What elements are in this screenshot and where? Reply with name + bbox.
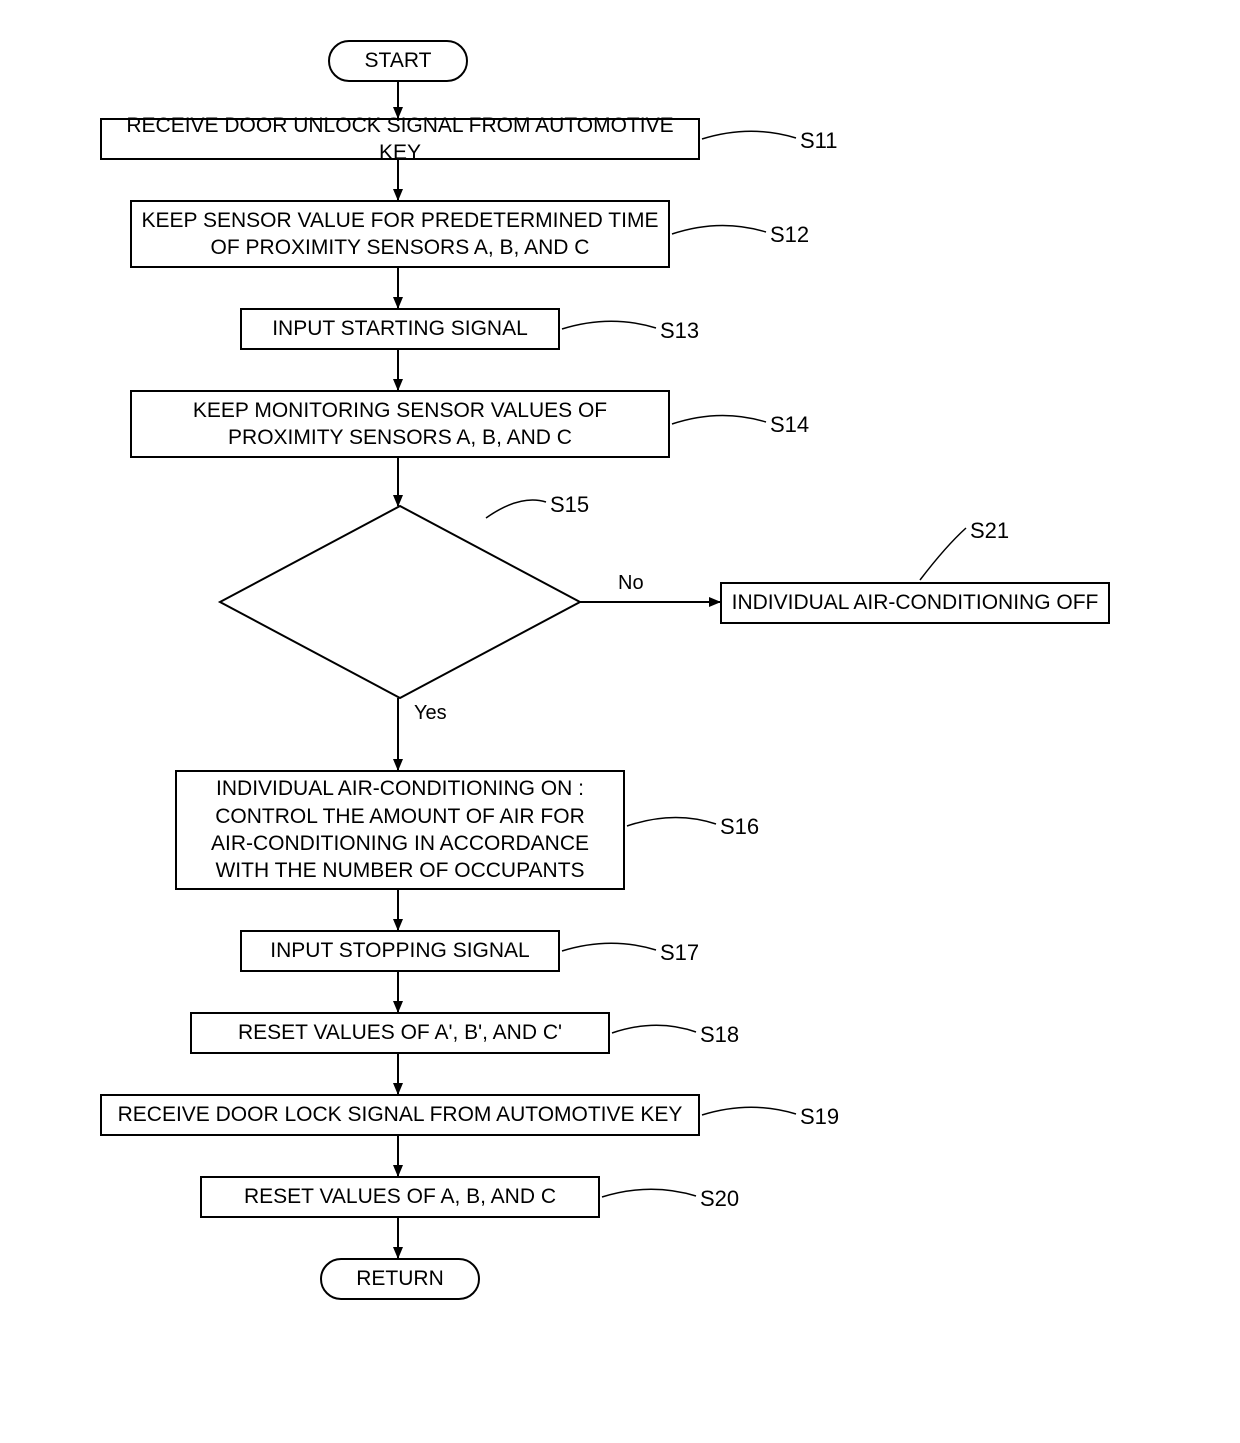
node-s13-text: INPUT STARTING SIGNAL xyxy=(272,315,528,342)
node-s20: RESET VALUES OF A, B, AND C xyxy=(200,1176,600,1218)
node-s11: RECEIVE DOOR UNLOCK SIGNAL FROM AUTOMOTI… xyxy=(100,118,700,160)
label-s11: S11 xyxy=(800,128,838,154)
node-s18-text: RESET VALUES OF A', B', AND C' xyxy=(238,1019,562,1046)
label-s13: S13 xyxy=(660,318,699,344)
node-s19-text: RECEIVE DOOR LOCK SIGNAL FROM AUTOMOTIVE… xyxy=(118,1101,683,1128)
node-s17-text: INPUT STOPPING SIGNAL xyxy=(270,937,529,964)
edge-label-no: No xyxy=(618,572,644,595)
node-s18: RESET VALUES OF A', B', AND C' xyxy=(190,1012,610,1054)
label-s20-text: S20 xyxy=(700,1186,739,1211)
label-s11-text: S11 xyxy=(800,128,838,153)
flowchart-canvas: START RECEIVE DOOR UNLOCK SIGNAL FROM AU… xyxy=(0,0,1240,1443)
edge-label-no-text: No xyxy=(618,572,644,594)
node-s21: INDIVIDUAL AIR-CONDITIONING OFF xyxy=(720,582,1110,624)
node-s21-text: INDIVIDUAL AIR-CONDITIONING OFF xyxy=(732,589,1099,616)
node-s16-text: INDIVIDUAL AIR-CONDITIONING ON : CONTROL… xyxy=(211,775,589,884)
leader-s17 xyxy=(562,943,656,951)
node-s11-text: RECEIVE DOOR UNLOCK SIGNAL FROM AUTOMOTI… xyxy=(110,112,690,167)
label-s13-text: S13 xyxy=(660,318,699,343)
label-s12-text: S12 xyxy=(770,222,809,247)
leader-s18 xyxy=(612,1025,696,1033)
label-s18: S18 xyxy=(700,1022,739,1048)
label-s17-text: S17 xyxy=(660,940,699,965)
label-s14: S14 xyxy=(770,412,809,438)
label-s16-text: S16 xyxy=(720,814,759,839)
leader-s20 xyxy=(602,1189,696,1197)
leader-s16 xyxy=(627,817,716,826)
leader-s19 xyxy=(702,1107,796,1115)
label-s12: S12 xyxy=(770,222,809,248)
edge-label-yes: Yes xyxy=(414,702,447,725)
leader-s12 xyxy=(672,225,766,234)
label-s15-text: S15 xyxy=(550,492,589,517)
leader-s21 xyxy=(920,528,966,580)
label-s16: S16 xyxy=(720,814,759,840)
label-s14-text: S14 xyxy=(770,412,809,437)
node-start-text: START xyxy=(365,47,432,74)
label-s21-text: S21 xyxy=(970,518,1009,543)
label-s18-text: S18 xyxy=(700,1022,739,1047)
node-return: RETURN xyxy=(320,1258,480,1300)
leader-s13 xyxy=(562,321,656,329)
node-s14-text: KEEP MONITORING SENSOR VALUES OF PROXIMI… xyxy=(193,397,607,452)
node-s13: INPUT STARTING SIGNAL xyxy=(240,308,560,350)
node-s12: KEEP SENSOR VALUE FOR PREDETERMINED TIME… xyxy=(130,200,670,268)
node-return-text: RETURN xyxy=(356,1265,444,1292)
node-s12-text: KEEP SENSOR VALUE FOR PREDETERMINED TIME… xyxy=(142,207,659,262)
node-s20-text: RESET VALUES OF A, B, AND C xyxy=(244,1183,556,1210)
node-s15-text-container: A+A'=0+1=1 OR B+B'=0+1=1 OR C+C'=0+1=1 ? xyxy=(270,552,530,694)
label-s21: S21 xyxy=(970,518,1009,544)
node-start: START xyxy=(328,40,468,82)
node-s15-text: A+A'=0+1=1 OR B+B'=0+1=1 OR C+C'=0+1=1 ? xyxy=(323,582,476,690)
node-s19: RECEIVE DOOR LOCK SIGNAL FROM AUTOMOTIVE… xyxy=(100,1094,700,1136)
edge-label-yes-text: Yes xyxy=(414,702,447,724)
label-s20: S20 xyxy=(700,1186,739,1212)
node-s16: INDIVIDUAL AIR-CONDITIONING ON : CONTROL… xyxy=(175,770,625,890)
node-s17: INPUT STOPPING SIGNAL xyxy=(240,930,560,972)
leader-s14 xyxy=(672,415,766,424)
leader-s15 xyxy=(486,500,546,518)
label-s19-text: S19 xyxy=(800,1104,839,1129)
label-s15: S15 xyxy=(550,492,589,518)
label-s19: S19 xyxy=(800,1104,839,1130)
label-s17: S17 xyxy=(660,940,699,966)
node-s14: KEEP MONITORING SENSOR VALUES OF PROXIMI… xyxy=(130,390,670,458)
leader-s11 xyxy=(702,131,796,139)
